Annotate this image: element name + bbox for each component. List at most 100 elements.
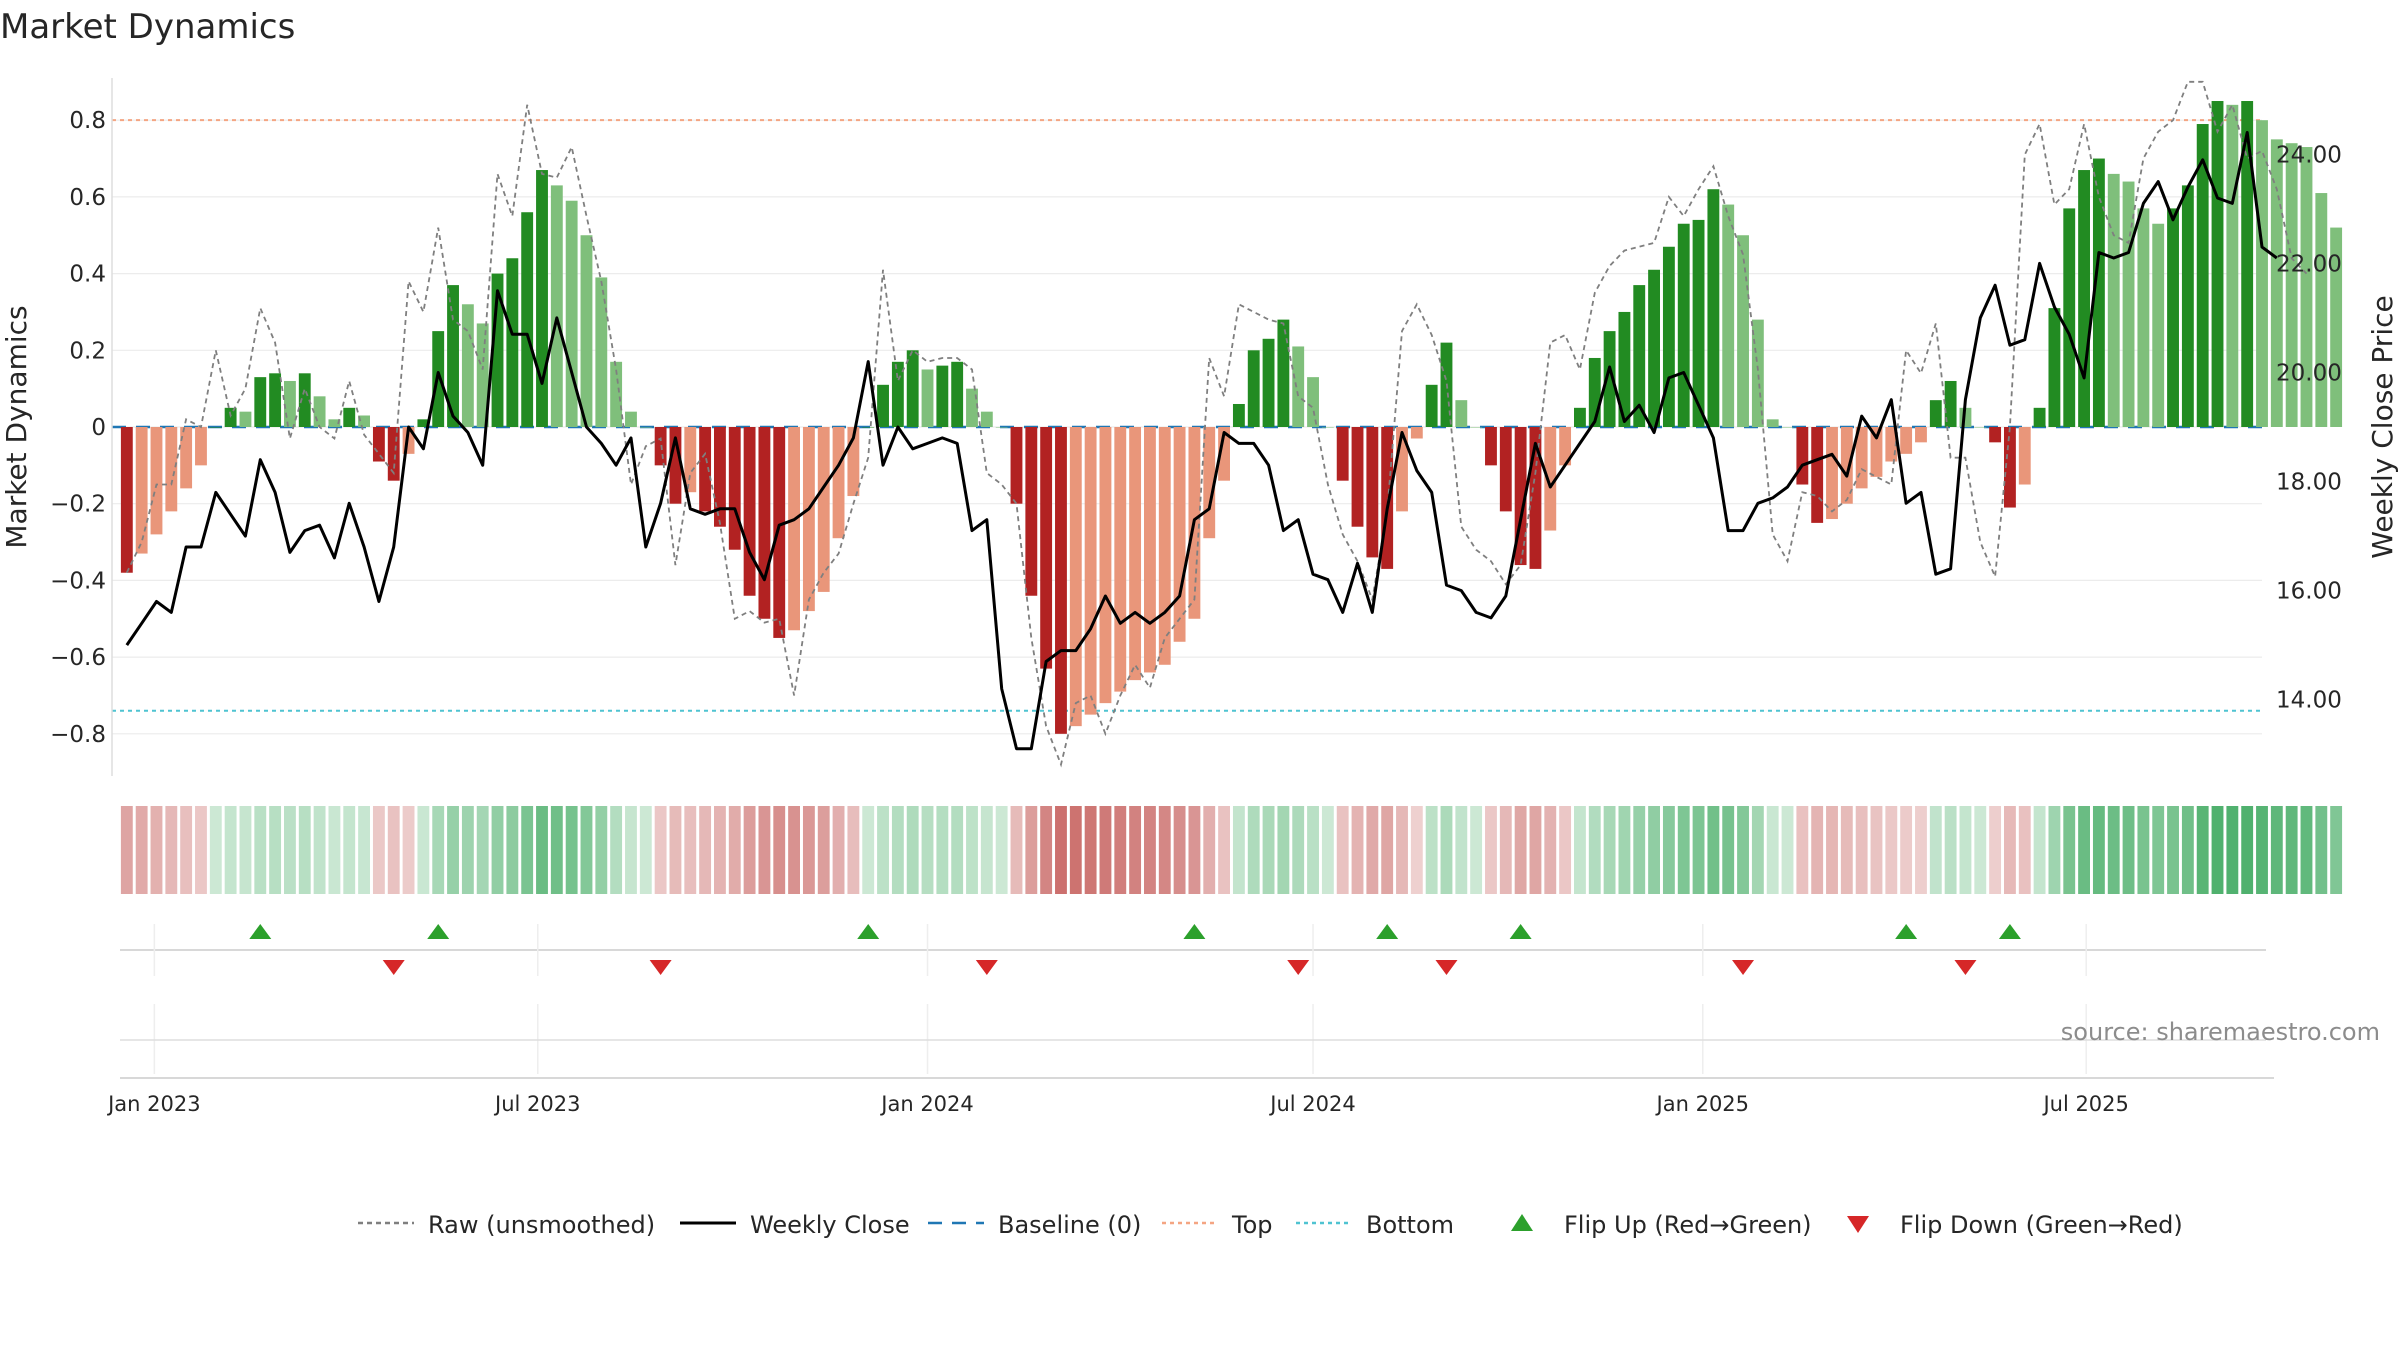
- strip-cell-28: [536, 806, 548, 894]
- bar-146: [2285, 143, 2298, 427]
- strip-cell-81: [1321, 806, 1334, 894]
- strip-cell-147: [2300, 806, 2313, 894]
- bar-26: [506, 258, 519, 427]
- strip-cell-86: [1396, 806, 1408, 894]
- bar-139: [2181, 185, 2194, 427]
- bar-64: [1069, 427, 1082, 727]
- bar-1: [135, 427, 148, 554]
- bar-60: [1010, 427, 1023, 504]
- strip-cell-21: [432, 806, 445, 894]
- x-tick-label-2: Jan 2024: [879, 1092, 974, 1116]
- bar-111: [1766, 419, 1779, 427]
- bar-108: [1722, 204, 1735, 427]
- bar-18: [387, 427, 400, 481]
- bar-86: [1396, 427, 1408, 512]
- strip-cell-64: [1069, 806, 1082, 894]
- bar-129: [2033, 407, 2046, 427]
- strip-cell-43: [758, 806, 771, 894]
- strip-cell-127: [2004, 806, 2016, 894]
- flip-up-marker-2: [857, 924, 880, 939]
- left-tick-label-0: −0.8: [50, 722, 106, 748]
- strip-cell-130: [2048, 806, 2061, 894]
- bar-65: [1084, 427, 1097, 715]
- legend-label-6: Flip Down (Green→Red): [1900, 1211, 2183, 1239]
- bar-63: [1055, 427, 1067, 734]
- strip-cell-140: [2196, 806, 2209, 894]
- bar-124: [1959, 407, 1972, 427]
- bar-120: [1900, 427, 1913, 454]
- strip-cell-5: [195, 806, 207, 894]
- flip-up-marker-3: [1183, 924, 1206, 939]
- bar-110: [1751, 319, 1764, 427]
- raw-unsmoothed-line: [125, 80, 2308, 768]
- bar-109: [1737, 235, 1749, 427]
- x-tick-label-1: Jul 2023: [493, 1092, 580, 1116]
- bar-37: [669, 427, 682, 504]
- strip-cell-145: [2270, 806, 2283, 894]
- strip-cell-26: [506, 806, 519, 894]
- bar-102: [1633, 285, 1646, 427]
- left-tick-label-3: −0.2: [50, 492, 106, 518]
- bar-50: [862, 427, 875, 428]
- flip-down-marker-0: [382, 960, 405, 975]
- bar-61: [1025, 427, 1038, 596]
- bar-32: [595, 277, 608, 427]
- left-tick-label-6: 0.4: [69, 262, 106, 288]
- strip-cell-148: [2315, 806, 2328, 894]
- bar-92: [1485, 427, 1497, 466]
- bar-125: [1974, 427, 1987, 428]
- legend-label-4: Bottom: [1366, 1211, 1454, 1239]
- strip-cell-92: [1485, 806, 1497, 894]
- x-tick-label-3: Jul 2024: [1268, 1092, 1355, 1116]
- bar-144: [2256, 120, 2268, 427]
- bar-67: [1114, 427, 1127, 692]
- legend: Raw (unsmoothed) Weekly Close Baseline (0)…: [358, 1211, 2183, 1239]
- bar-87: [1410, 427, 1423, 439]
- bar-47: [817, 427, 830, 592]
- bar-82: [1336, 427, 1349, 481]
- strip-cell-122: [1929, 806, 1942, 894]
- strip-cell-41: [728, 806, 741, 894]
- right-tick-label-1: 16.00: [2276, 579, 2342, 605]
- bar-88: [1425, 384, 1438, 427]
- strip-cell-95: [1529, 806, 1542, 894]
- strip-cell-25: [491, 806, 504, 894]
- axes: −0.8 −0.6 −0.4 −0.2 0 0.2 0.4 0.6 0.8 14.00 16.00 1…: [0, 78, 2399, 776]
- series-lines: [125, 80, 2308, 768]
- strip-cell-36: [654, 806, 667, 894]
- strip-cell-27: [521, 806, 534, 894]
- bar-29: [550, 185, 563, 427]
- strip-cell-9: [254, 806, 267, 894]
- bar-81: [1321, 427, 1334, 428]
- flip-down-marker-5: [1732, 960, 1755, 975]
- left-tick-label-2: −0.4: [50, 568, 106, 594]
- bar-16: [358, 415, 370, 427]
- bar-95: [1529, 427, 1542, 569]
- strip-cell-46: [802, 806, 815, 894]
- bar-12: [298, 373, 311, 427]
- dynamics-bars: [120, 101, 2343, 734]
- strip-cell-42: [743, 806, 756, 894]
- bar-104: [1662, 246, 1675, 427]
- strip-cell-14: [328, 806, 341, 894]
- bar-8: [239, 411, 252, 427]
- strip-cell-142: [2226, 806, 2239, 894]
- reference-levels: [112, 119, 2262, 712]
- legend-swatch-5: [1511, 1214, 1533, 1231]
- bar-45: [788, 427, 800, 631]
- bar-99: [1588, 357, 1601, 427]
- bar-112: [1781, 427, 1794, 428]
- bar-137: [2152, 223, 2165, 427]
- strip-cell-33: [610, 806, 623, 894]
- strip-cell-35: [639, 806, 652, 894]
- strip-cell-85: [1381, 806, 1394, 894]
- strip-cell-12: [298, 806, 311, 894]
- legend-item-1: Weekly Close: [680, 1211, 910, 1239]
- strip-cell-134: [2107, 806, 2120, 894]
- bar-11: [284, 380, 296, 427]
- bar-118: [1870, 427, 1883, 477]
- x-tick-label-5: Jul 2025: [2041, 1092, 2128, 1116]
- bar-49: [847, 427, 860, 497]
- strip-cell-79: [1292, 806, 1305, 894]
